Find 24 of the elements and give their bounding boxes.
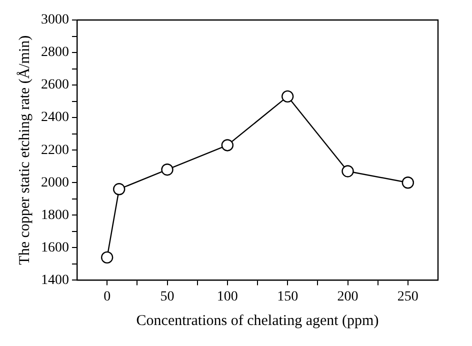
x-tick-label: 100	[216, 289, 238, 304]
y-tick-label: 3000	[41, 12, 69, 28]
y-tick-label: 2600	[41, 78, 69, 93]
x-axis-title: Concentrations of chelating agent (ppm)	[136, 312, 379, 329]
point	[100, 251, 114, 264]
y-tick-label: 2000	[41, 175, 69, 190]
x-tick-label: 150	[277, 289, 298, 304]
point	[161, 164, 174, 176]
point	[221, 139, 234, 152]
y-tick-label: 2200	[41, 142, 69, 158]
y-axis-title: The copper static etching rate (Å/min)	[16, 35, 33, 265]
point	[113, 183, 126, 196]
y-tick-label: 2400	[41, 110, 69, 126]
y-tick-label: 1800	[41, 208, 69, 223]
y-tick-label: 1400	[41, 272, 69, 288]
y-tick-label: 1600	[41, 240, 69, 256]
point	[342, 165, 354, 178]
x-tick-label: 0	[104, 289, 111, 304]
point	[402, 176, 414, 189]
point	[281, 90, 294, 103]
x-tick-label: 50	[160, 289, 174, 304]
x-tick-label: 200	[337, 289, 358, 304]
x-tick-label: 250	[397, 289, 418, 304]
y-tick-label: 2800	[41, 45, 69, 60]
